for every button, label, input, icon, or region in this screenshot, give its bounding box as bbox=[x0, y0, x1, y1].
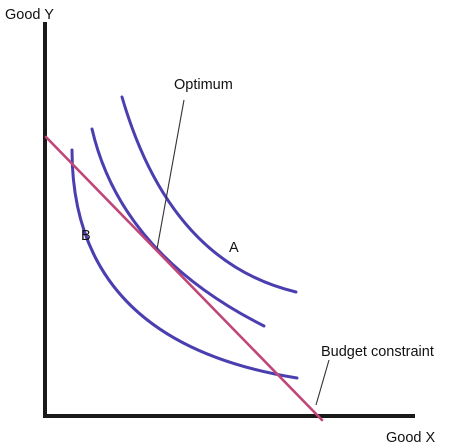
optimum-pointer bbox=[156, 99, 185, 250]
budget-constraint-label: Budget constraint bbox=[321, 344, 434, 360]
indifference-curve-b bbox=[70, 148, 299, 380]
x-axis-label: Good X bbox=[386, 430, 435, 446]
curve-a-label: A bbox=[229, 240, 239, 256]
indifference-curve-a bbox=[120, 95, 298, 294]
budget-constraint-pointer bbox=[315, 359, 330, 406]
optimum-label: Optimum bbox=[174, 77, 233, 93]
indifference-curve-tangent bbox=[90, 127, 266, 328]
curve-b-label: B bbox=[81, 228, 91, 244]
y-axis-label: Good Y bbox=[5, 7, 54, 23]
budget-constraint-line bbox=[44, 135, 324, 422]
